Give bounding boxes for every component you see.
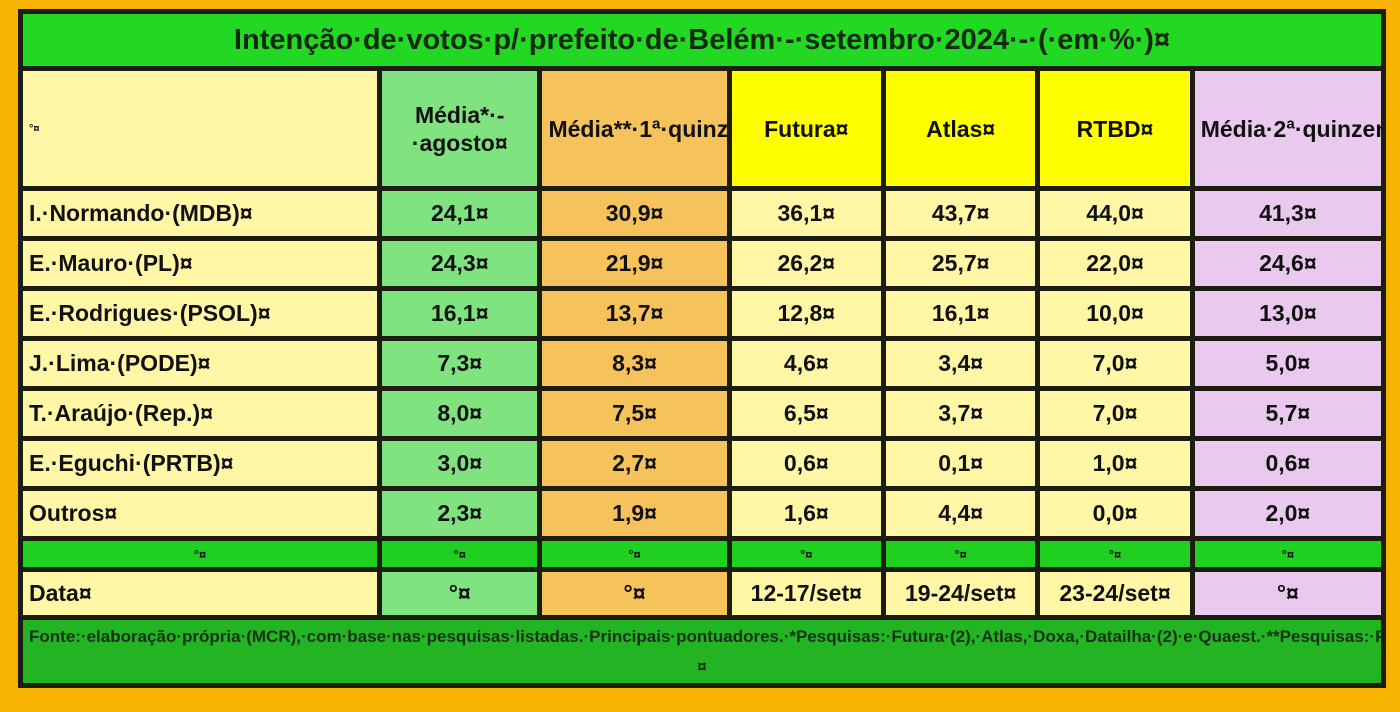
value-cell: 44,0¤: [1040, 191, 1190, 236]
date-row: Data¤ °¤ °¤ 12-17/set¤ 19-24/set¤ 23-24/set¤ °…: [23, 572, 1381, 615]
date-cell: 12-17/set¤: [731, 572, 881, 615]
candidate-row: E.·Eguchi·(PRTB)¤ 3,0¤ 2,7¤ 0,6¤ 0,1¤ 1,0¤ 0,6…: [23, 441, 1381, 486]
spacer-cell: °¤: [542, 541, 727, 567]
value-cell: 4,4¤: [885, 491, 1036, 536]
value-cell: 12,8¤: [731, 291, 881, 336]
date-cell: °¤: [542, 572, 727, 615]
value-cell: 25,7¤: [885, 241, 1036, 286]
spacer-cell: °¤: [885, 541, 1036, 567]
value-cell: 4,6¤: [731, 341, 881, 386]
column-header: Média*·-·agosto¤: [381, 71, 538, 186]
value-cell: 2,0¤: [1194, 491, 1381, 536]
value-cell: 2,3¤: [381, 491, 538, 536]
candidate-row: T.·Araújo·(Rep.)¤ 8,0¤ 7,5¤ 6,5¤ 3,7¤ 7,0¤ 5,7…: [23, 391, 1381, 436]
value-cell: 1,0¤: [1040, 441, 1190, 486]
value-cell: 7,0¤: [1040, 341, 1190, 386]
column-header: Média**·1ª·quinzena·setembro¤: [542, 71, 727, 186]
value-cell: 16,1¤: [381, 291, 538, 336]
value-cell: 7,0¤: [1040, 391, 1190, 436]
value-cell: 0,6¤: [1194, 441, 1381, 486]
candidate-row: E.·Rodrigues·(PSOL)¤ 16,1¤ 13,7¤ 12,8¤ 16,1¤…: [23, 291, 1381, 336]
date-cell: °¤: [381, 572, 538, 615]
value-cell: 30,9¤: [542, 191, 727, 236]
source-note: Fonte:·elaboração·própria·(MCR),·com·bas…: [23, 620, 1381, 683]
column-header: Atlas¤: [885, 71, 1036, 186]
spacer-cell: °¤: [1194, 541, 1381, 567]
candidate-name: J.·Lima·(PODE)¤: [23, 341, 377, 386]
value-cell: 41,3¤: [1194, 191, 1381, 236]
table-title: Intenção·de·votos·p/·prefeito·de·Belém·-…: [23, 14, 1381, 66]
candidate-name: I.·Normando·(MDB)¤: [23, 191, 377, 236]
value-cell: 24,1¤: [381, 191, 538, 236]
value-cell: 0,1¤: [885, 441, 1036, 486]
date-label: Data¤: [23, 572, 377, 615]
column-header: °¤: [23, 71, 377, 186]
spacer-row: °¤ °¤ °¤ °¤ °¤ °¤ °¤: [23, 541, 1381, 567]
spacer-cell: °¤: [381, 541, 538, 567]
value-cell: 0,0¤: [1040, 491, 1190, 536]
value-cell: 13,7¤: [542, 291, 727, 336]
date-cell: °¤: [1194, 572, 1381, 615]
column-header: Futura¤: [731, 71, 881, 186]
candidate-name: E.·Eguchi·(PRTB)¤: [23, 441, 377, 486]
date-cell: 19-24/set¤: [885, 572, 1036, 615]
value-cell: 22,0¤: [1040, 241, 1190, 286]
candidate-name: T.·Araújo·(Rep.)¤: [23, 391, 377, 436]
value-cell: 6,5¤: [731, 391, 881, 436]
candidate-row: I.·Normando·(MDB)¤ 24,1¤ 30,9¤ 36,1¤ 43,7¤ 44…: [23, 191, 1381, 236]
title-row: Intenção·de·votos·p/·prefeito·de·Belém·-…: [23, 14, 1381, 66]
value-cell: 3,0¤: [381, 441, 538, 486]
value-cell: 7,5¤: [542, 391, 727, 436]
value-cell: 3,7¤: [885, 391, 1036, 436]
column-header: Média·2ª·quinzena·setembro¤: [1194, 71, 1381, 186]
value-cell: 5,0¤: [1194, 341, 1381, 386]
table-frame: Intenção·de·votos·p/·prefeito·de·Belém·-…: [18, 9, 1386, 688]
value-cell: 16,1¤: [885, 291, 1036, 336]
value-cell: 24,3¤: [381, 241, 538, 286]
value-cell: 10,0¤: [1040, 291, 1190, 336]
footer-row: Fonte:·elaboração·própria·(MCR),·com·bas…: [23, 620, 1381, 683]
value-cell: 24,6¤: [1194, 241, 1381, 286]
candidate-row: E.·Mauro·(PL)¤ 24,3¤ 21,9¤ 26,2¤ 25,7¤ 22,0¤ 2…: [23, 241, 1381, 286]
value-cell: 3,4¤: [885, 341, 1036, 386]
value-cell: 21,9¤: [542, 241, 727, 286]
value-cell: 5,7¤: [1194, 391, 1381, 436]
column-header: RTBD¤: [1040, 71, 1190, 186]
value-cell: 43,7¤: [885, 191, 1036, 236]
spacer-cell: °¤: [1040, 541, 1190, 567]
value-cell: 1,9¤: [542, 491, 727, 536]
spacer-cell: °¤: [731, 541, 881, 567]
value-cell: 0,6¤: [731, 441, 881, 486]
value-cell: 7,3¤: [381, 341, 538, 386]
value-cell: 13,0¤: [1194, 291, 1381, 336]
value-cell: 26,2¤: [731, 241, 881, 286]
date-cell: 23-24/set¤: [1040, 572, 1190, 615]
candidate-name: E.·Mauro·(PL)¤: [23, 241, 377, 286]
header-row: °¤Média*·-·agosto¤Média**·1ª·quinzena·se…: [23, 71, 1381, 186]
candidate-name: E.·Rodrigues·(PSOL)¤: [23, 291, 377, 336]
candidate-name: Outros¤: [23, 491, 377, 536]
value-cell: 1,6¤: [731, 491, 881, 536]
value-cell: 8,3¤: [542, 341, 727, 386]
poll-table: Intenção·de·votos·p/·prefeito·de·Belém·-…: [18, 9, 1386, 688]
candidate-row: J.·Lima·(PODE)¤ 7,3¤ 8,3¤ 4,6¤ 3,4¤ 7,0¤ 5,0¤: [23, 341, 1381, 386]
spacer-cell: °¤: [23, 541, 377, 567]
candidate-row: Outros¤ 2,3¤ 1,9¤ 1,6¤ 4,4¤ 0,0¤ 2,0¤: [23, 491, 1381, 536]
value-cell: 8,0¤: [381, 391, 538, 436]
value-cell: 36,1¤: [731, 191, 881, 236]
value-cell: 2,7¤: [542, 441, 727, 486]
